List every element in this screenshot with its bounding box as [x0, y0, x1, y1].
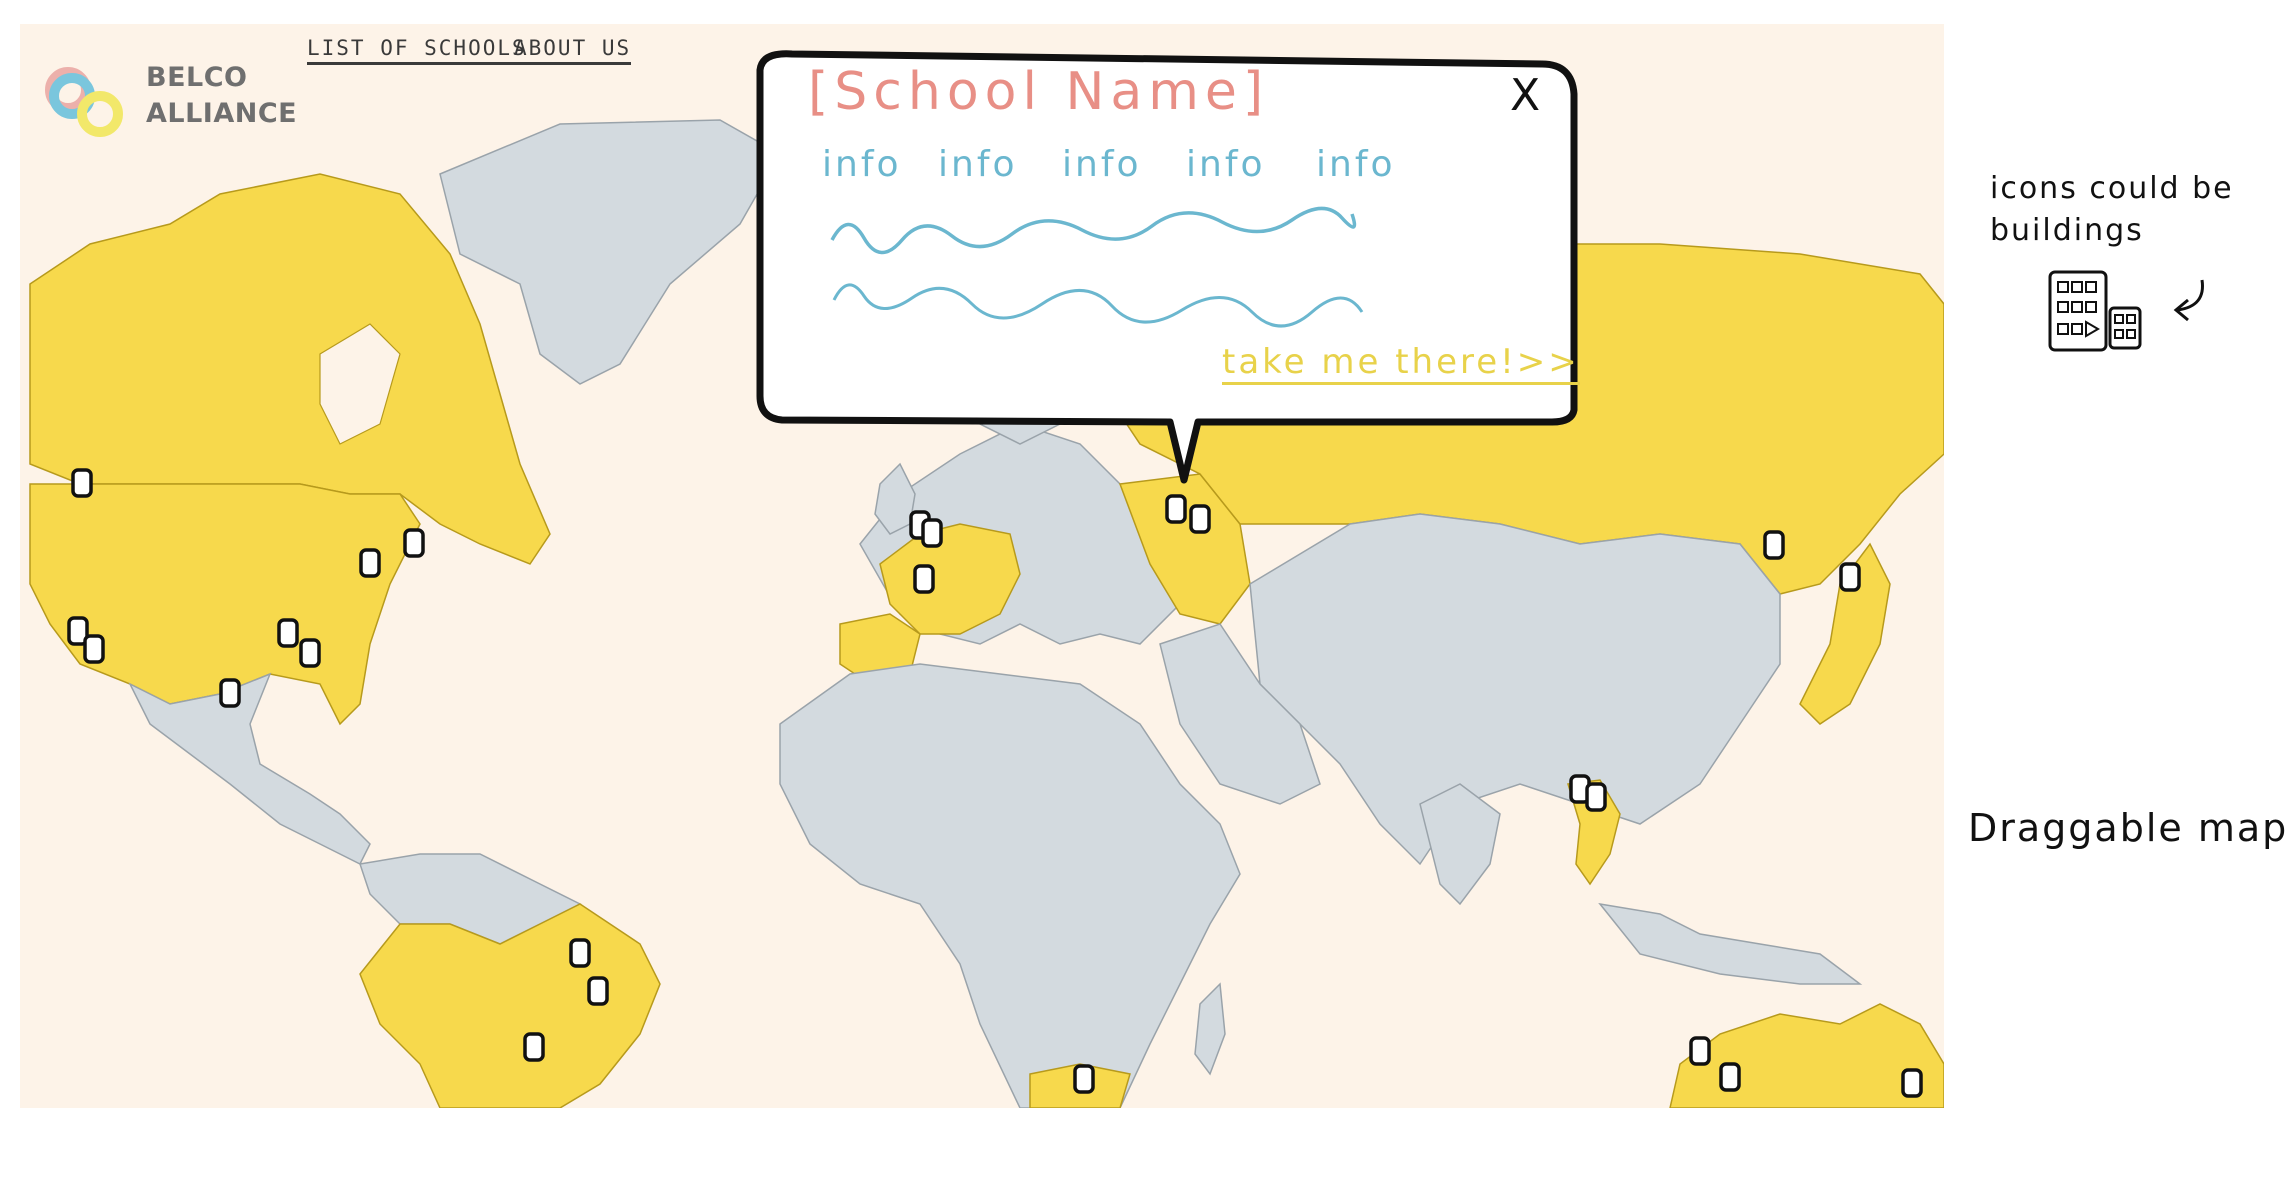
- building-pin-icon[interactable]: [359, 548, 381, 578]
- madagascar: [1194, 982, 1226, 1076]
- info-item: info: [822, 144, 902, 185]
- building-pin-icon[interactable]: [523, 1032, 545, 1062]
- take-me-there-link[interactable]: take me there!>>: [1222, 342, 1580, 385]
- school-pins[interactable]: [67, 468, 1923, 1098]
- info-item: info: [938, 144, 1018, 185]
- building-pin-icon[interactable]: [1719, 1062, 1741, 1092]
- building-pin-icon[interactable]: [67, 616, 89, 646]
- building-pin-icon[interactable]: [403, 528, 425, 558]
- building-pin-icon[interactable]: [219, 678, 241, 708]
- japan: [1799, 542, 1891, 725]
- building-pin-icon[interactable]: [1073, 1064, 1095, 1094]
- nav-about-us[interactable]: ABOUT US: [514, 36, 632, 65]
- building-pin-icon[interactable]: [1165, 494, 1187, 524]
- building-pin-icon[interactable]: [1839, 562, 1861, 592]
- building-pin-icon[interactable]: [1585, 782, 1607, 812]
- brand-line2: ALLIANCE: [146, 98, 298, 129]
- building-icon: [2048, 270, 2142, 352]
- brand-line1: BELCO: [146, 62, 248, 93]
- brand-name: BELCO ALLIANCE: [146, 60, 297, 132]
- annotation-draggable-map: Draggable map: [1968, 806, 2288, 850]
- building-pin-icon[interactable]: [1763, 530, 1785, 560]
- building-pin-icon[interactable]: [569, 938, 591, 968]
- indonesia: [1598, 902, 1863, 985]
- info-item: info: [1316, 144, 1396, 185]
- logo-rings-icon: [45, 67, 123, 137]
- building-pin-icon[interactable]: [83, 634, 105, 664]
- annotation-icons-note: icons could be buildings: [1990, 171, 2234, 248]
- info-item: info: [1062, 144, 1142, 185]
- building-pin-icon[interactable]: [71, 468, 93, 498]
- building-pin-icon[interactable]: [277, 618, 299, 648]
- india: [1419, 783, 1501, 906]
- building-pin-icon[interactable]: [299, 638, 321, 668]
- close-icon[interactable]: X: [1510, 70, 1541, 121]
- building-pin-icon[interactable]: [1189, 504, 1211, 534]
- map-canvas[interactable]: [20, 24, 1944, 1108]
- building-pin-icon[interactable]: [1901, 1068, 1923, 1098]
- brand-logo[interactable]: BELCO ALLIANCE: [44, 50, 304, 140]
- curved-arrow-icon: [2173, 279, 2204, 322]
- mexico: [128, 672, 371, 866]
- school-popup: [School Name] X info info info info info…: [752, 50, 1584, 490]
- building-pin-icon[interactable]: [587, 976, 609, 1006]
- middle-east: [1159, 623, 1321, 805]
- building-pin-icon[interactable]: [1689, 1036, 1711, 1066]
- info-item: info: [1186, 144, 1266, 185]
- popup-school-name: [School Name]: [808, 62, 1270, 122]
- africa: [779, 663, 1241, 1108]
- asia: [1249, 513, 1781, 866]
- text-placeholder-line-1: [830, 206, 1357, 255]
- nav-list-of-schools[interactable]: LIST OF SCHOOLS: [307, 36, 527, 65]
- greenland: [439, 119, 782, 385]
- usa: [29, 483, 421, 726]
- text-placeholder-line-2: [832, 283, 1364, 328]
- popup-bubble: [756, 50, 1578, 484]
- building-pin-icon[interactable]: [921, 518, 943, 548]
- building-pin-icon[interactable]: [913, 564, 935, 594]
